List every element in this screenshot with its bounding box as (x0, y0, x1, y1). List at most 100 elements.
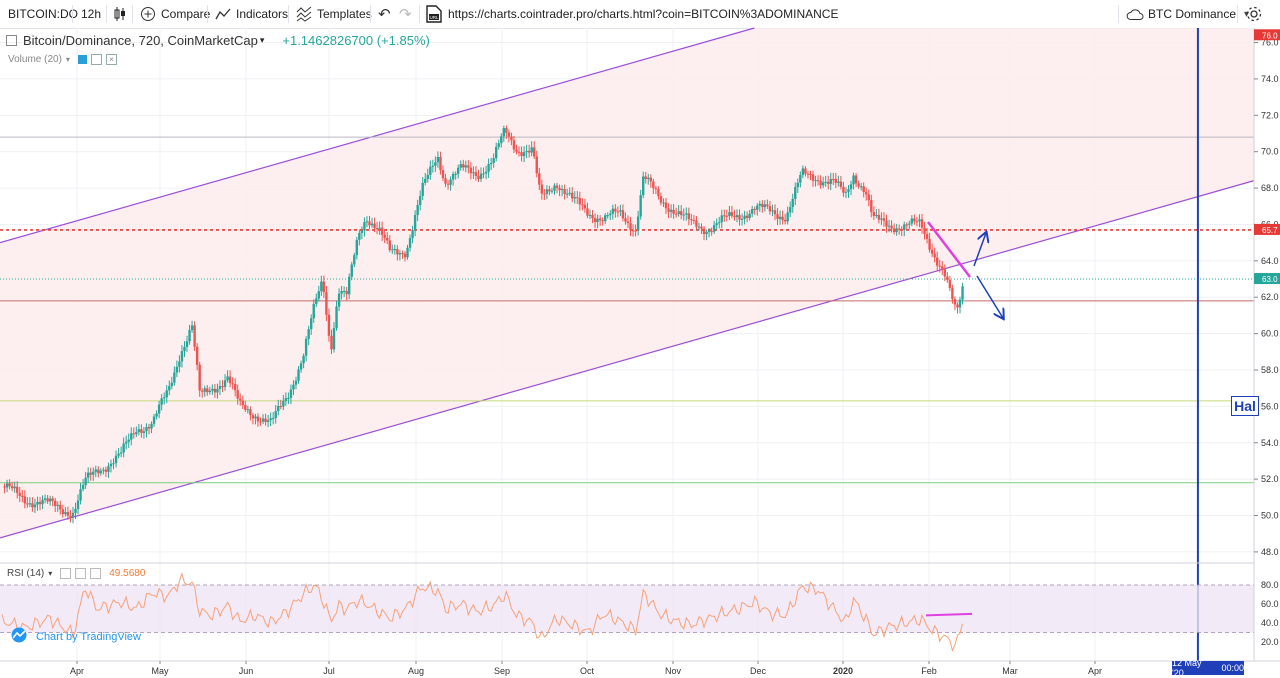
candle-body (743, 215, 746, 219)
redo-button[interactable]: ↷ (399, 0, 412, 28)
candle-body (160, 398, 163, 405)
candle-body (568, 192, 571, 194)
candle-body (890, 225, 893, 229)
compare-label: Compare (161, 7, 211, 21)
candle-body (915, 221, 919, 223)
candle-body (330, 335, 333, 350)
coin-select[interactable]: BTC Dominance ▾ (1126, 0, 1249, 28)
candle-body (66, 512, 70, 516)
chevron-down-icon[interactable]: ▾ (48, 569, 53, 578)
candle-body (370, 223, 374, 226)
interval-button[interactable]: 12h (81, 0, 101, 28)
templates-button[interactable]: Templates (296, 0, 372, 28)
price-tag-label: 63.0 (1262, 275, 1278, 284)
templates-label: Templates (317, 7, 372, 21)
candle-body (454, 173, 457, 175)
candles-icon (113, 6, 127, 22)
url-bar[interactable]: URL https://charts.cointrader.pro/charts… (426, 0, 838, 28)
halving-label[interactable]: Hal (1231, 396, 1259, 416)
candle-body (246, 409, 250, 411)
candle-body (203, 388, 206, 392)
candle-body (41, 499, 44, 505)
indicators-button[interactable]: Indicators (215, 0, 288, 28)
candle-body (459, 164, 462, 168)
candle-body (636, 216, 640, 231)
candle-body (403, 253, 407, 258)
candle-body (223, 380, 227, 387)
settings-icon[interactable] (75, 568, 87, 579)
candle-body (132, 433, 135, 435)
candle-body (824, 181, 827, 183)
candle-body (961, 286, 964, 300)
chevron-down-icon[interactable]: ▾ (259, 35, 265, 45)
candle-body (28, 503, 32, 505)
drawings[interactable] (927, 221, 1003, 318)
rsi-label[interactable]: RSI (14) (7, 568, 45, 579)
candle-body (606, 215, 609, 217)
candle-body (578, 197, 582, 205)
chart-style-button[interactable] (113, 0, 127, 28)
rsi-pane (0, 562, 1280, 652)
close-icon[interactable]: × (105, 54, 117, 65)
rsi-legend: RSI (14) ▾ 49.5680 (7, 568, 145, 579)
eye-icon[interactable] (77, 55, 87, 64)
candle-body (768, 206, 772, 212)
candle-body (677, 211, 680, 215)
rsi-tick-label: 20.0 (1261, 637, 1279, 647)
settings-icon[interactable] (90, 54, 102, 65)
trend-channel[interactable] (0, 27, 1255, 539)
candle-body (710, 231, 713, 233)
candle-body (852, 175, 855, 185)
price-tag (1254, 29, 1280, 41)
candle-body (241, 400, 244, 406)
symbol-search[interactable]: BITCOIN:DO (8, 0, 78, 28)
candle-body (928, 239, 931, 250)
candle-body (239, 398, 242, 401)
candle-body (540, 184, 544, 194)
candle-body (140, 429, 143, 433)
time-tick-label: Jul (323, 666, 335, 676)
candle-body (378, 227, 381, 229)
candle-body (553, 185, 556, 191)
candle-body (386, 237, 389, 241)
candle-body (107, 466, 110, 472)
candle-body (773, 210, 777, 215)
undo-button[interactable]: ↶ (378, 0, 391, 28)
tradingview-branding[interactable]: Chart by TradingView (8, 627, 141, 646)
legend-collapse-icon[interactable] (6, 35, 17, 46)
candle-body (355, 239, 359, 256)
cloud-icon (1126, 7, 1144, 21)
candle-body (565, 193, 569, 195)
candle-body (206, 388, 209, 393)
series-title[interactable]: Bitcoin/Dominance, 720, CoinMarketCap (23, 33, 258, 48)
candle-body (748, 213, 751, 218)
candle-body (862, 186, 865, 193)
candle-body (482, 173, 485, 175)
candle-body (244, 405, 247, 410)
time-tick-label: Oct (580, 666, 595, 676)
candle-body (626, 221, 630, 224)
candle-body (925, 233, 929, 240)
candle-body (502, 128, 506, 137)
candle-body (462, 164, 465, 168)
candle-body (804, 168, 807, 174)
compare-button[interactable]: Compare (140, 0, 210, 28)
close-icon[interactable] (90, 568, 102, 579)
candle-body (778, 216, 782, 219)
horizontal-levels[interactable] (0, 28, 1254, 661)
volume-label[interactable]: Volume (20) (8, 54, 62, 65)
candle-body (342, 290, 346, 292)
candle-body (444, 178, 447, 184)
settings-button[interactable] (1245, 0, 1263, 28)
plus-circle-icon (140, 6, 156, 22)
candle-body (535, 156, 538, 174)
candle-body (10, 486, 14, 489)
chevron-down-icon[interactable]: ▾ (65, 55, 70, 64)
candle-body (332, 327, 336, 350)
candle-body (398, 253, 402, 255)
candle-body (842, 186, 845, 193)
main-legend: Bitcoin/Dominance, 720, CoinMarketCap ▾ … (6, 33, 430, 48)
candle-body (363, 222, 366, 231)
eye-icon[interactable] (60, 568, 72, 579)
